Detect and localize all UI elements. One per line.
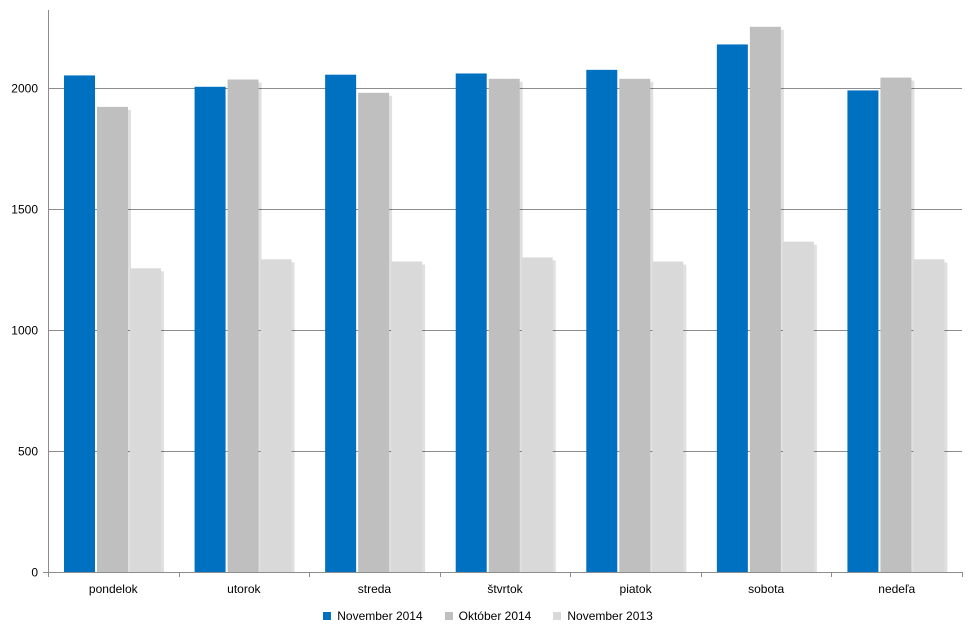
bar	[619, 78, 651, 572]
legend-swatch	[323, 612, 332, 620]
legend-swatch	[444, 612, 453, 620]
bar	[455, 73, 487, 572]
x-tick-label: nedeľa	[878, 582, 915, 596]
x-tick-label: sobota	[748, 582, 784, 596]
bar	[716, 44, 748, 572]
legend-swatch	[553, 612, 562, 620]
y-tick-label: 2000	[11, 82, 38, 96]
chart-legend: November 2014 Október 2014 November 2013	[0, 609, 976, 623]
bar	[652, 261, 684, 572]
bar	[488, 78, 520, 572]
y-tick-label: 1000	[11, 324, 38, 338]
bar	[325, 74, 357, 572]
x-tick-label: štvrtok	[487, 582, 523, 596]
legend-label: Október 2014	[458, 609, 532, 623]
bar	[521, 257, 553, 572]
x-tick-label: pondelok	[89, 582, 139, 596]
bar	[97, 106, 128, 572]
bar	[847, 90, 879, 573]
bar	[194, 86, 226, 572]
bar	[880, 77, 912, 573]
legend-item-oktober-2014: Október 2014	[444, 609, 532, 623]
bar	[782, 241, 814, 573]
bar	[913, 259, 945, 572]
bar	[749, 26, 781, 573]
legend-item-november-2014: November 2014	[323, 609, 423, 623]
bar	[130, 268, 161, 572]
legend-label: November 2013	[567, 609, 653, 623]
legend-item-november-2013: November 2013	[553, 609, 653, 623]
x-tick-label: piatok	[620, 582, 653, 596]
bar	[391, 261, 423, 572]
bar	[260, 259, 292, 572]
x-tick-label: streda	[358, 582, 392, 596]
bar	[64, 75, 95, 572]
x-tick-label: utorok	[227, 582, 261, 596]
bar	[227, 79, 259, 572]
y-tick-label: 500	[18, 445, 38, 459]
legend-label: November 2014	[337, 609, 423, 623]
y-tick-label: 0	[31, 566, 38, 580]
y-tick-label: 1500	[11, 203, 38, 217]
bar	[586, 69, 618, 572]
bar	[358, 92, 390, 572]
